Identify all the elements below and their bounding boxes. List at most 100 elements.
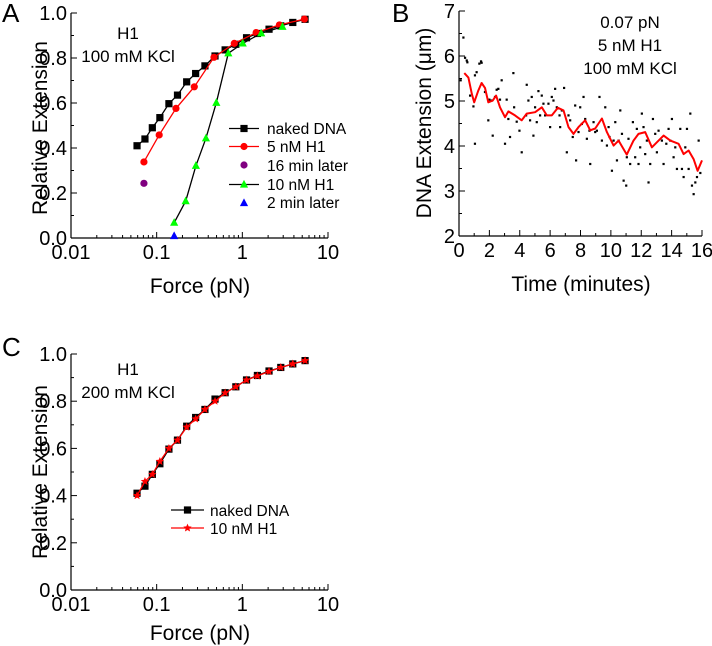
- data-point: [472, 105, 475, 108]
- data-point: [577, 130, 580, 134]
- y-tick-label: 7: [444, 1, 455, 23]
- y-axis-title: Relative Extension: [29, 41, 52, 215]
- plot-area: [459, 36, 703, 196]
- data-point: [507, 117, 510, 121]
- data-point: [605, 144, 609, 147]
- data-point: [662, 162, 665, 166]
- y-axis-title: DNA Extension (μm): [413, 28, 436, 219]
- data-point: [645, 139, 648, 142]
- data-point: [627, 137, 630, 140]
- data-point: [692, 193, 695, 196]
- y-tick-label: 1.0: [39, 3, 67, 25]
- data-point: [155, 456, 165, 465]
- x-tick-label: 0: [453, 240, 464, 262]
- data-point: [539, 114, 542, 117]
- data-point: [478, 62, 481, 65]
- data-point: [527, 99, 530, 102]
- data-point: [559, 126, 562, 129]
- data-point: [276, 363, 285, 372]
- y-tick-label: 0.8: [39, 391, 67, 413]
- data-point: [182, 422, 191, 431]
- data-point: [550, 95, 553, 99]
- data-point: [500, 79, 503, 82]
- series-naked-dna: [133, 357, 309, 497]
- data-point: [513, 106, 516, 109]
- data-point: [690, 184, 694, 187]
- data-point: [520, 151, 523, 154]
- x-axis-title: Force (pN): [150, 622, 250, 645]
- data-point: [466, 61, 469, 64]
- data-point: [220, 388, 230, 397]
- data-point: [569, 119, 572, 122]
- data-point: [614, 121, 617, 124]
- data-point: [631, 121, 634, 124]
- y-tick-label: 2: [444, 226, 455, 248]
- data-point: [132, 491, 142, 500]
- data-point: [300, 15, 308, 23]
- data-point: [200, 405, 210, 414]
- x-tick-label: 10: [317, 242, 339, 264]
- data-point: [660, 139, 664, 142]
- y-tick-label: 3: [444, 181, 455, 203]
- panel-label-b: B: [392, 0, 409, 28]
- y-tick-label: 0.8: [39, 48, 67, 70]
- legend-label: 10 nM H1: [210, 521, 277, 538]
- data-point: [210, 396, 220, 405]
- data-point: [190, 83, 198, 91]
- data-point: [156, 114, 164, 122]
- x-tick-label: 2: [484, 240, 495, 262]
- y-tick-label: 0.0: [39, 228, 67, 250]
- annotation-line-2: 100 mM KCl: [81, 47, 175, 66]
- x-tick-label: 14: [661, 240, 683, 262]
- data-point: [667, 127, 670, 130]
- data-point: [141, 135, 149, 143]
- data-point: [567, 114, 570, 117]
- y-tick-label: 0.4: [39, 486, 67, 508]
- data-point: [210, 53, 218, 61]
- data-point: [634, 156, 637, 159]
- data-point: [600, 139, 604, 142]
- data-point: [288, 359, 297, 368]
- y-axis-title: Relative Extension: [29, 385, 52, 559]
- data-point: [488, 98, 491, 101]
- plot-area: [133, 15, 309, 240]
- data-point: [300, 356, 310, 365]
- data-point: [148, 469, 157, 478]
- data-point: [682, 175, 685, 179]
- data-point: [635, 127, 638, 130]
- data-point: [165, 100, 173, 108]
- data-point: [133, 142, 141, 150]
- x-axis-title: Force (pN): [150, 275, 250, 298]
- data-point: [231, 382, 241, 391]
- annotation-line-2: 5 nM H1: [598, 36, 662, 55]
- data-point: [508, 135, 512, 139]
- data-point: [697, 139, 700, 142]
- x-tick-label: 1: [237, 594, 248, 616]
- data-point: [462, 36, 465, 39]
- data-point: [689, 112, 692, 115]
- data-point: [571, 135, 574, 139]
- data-point: [562, 86, 566, 90]
- panel-label-a: A: [2, 0, 20, 28]
- data-point: [647, 181, 650, 184]
- data-point: [651, 117, 655, 121]
- data-point: [555, 106, 558, 109]
- data-point: [607, 126, 610, 129]
- data-point: [140, 158, 148, 166]
- data-point: [459, 79, 462, 82]
- data-point: [582, 95, 585, 99]
- y-tick-label: 0.2: [39, 533, 67, 555]
- y-tick-label: 0.4: [39, 138, 67, 160]
- annotation-line-2: 200 mM KCl: [81, 383, 175, 402]
- data-point: [595, 129, 599, 132]
- data-point: [140, 179, 148, 187]
- data-point: [473, 142, 477, 145]
- data-point: [183, 78, 191, 86]
- data-point: [579, 106, 582, 109]
- data-point: [468, 94, 472, 97]
- data-point: [278, 22, 287, 30]
- data-point: [592, 121, 595, 124]
- x-tick-label: 10: [600, 240, 622, 262]
- panel-b: B DNA Extension (μm) Time (minutes) 0.07…: [392, 0, 712, 296]
